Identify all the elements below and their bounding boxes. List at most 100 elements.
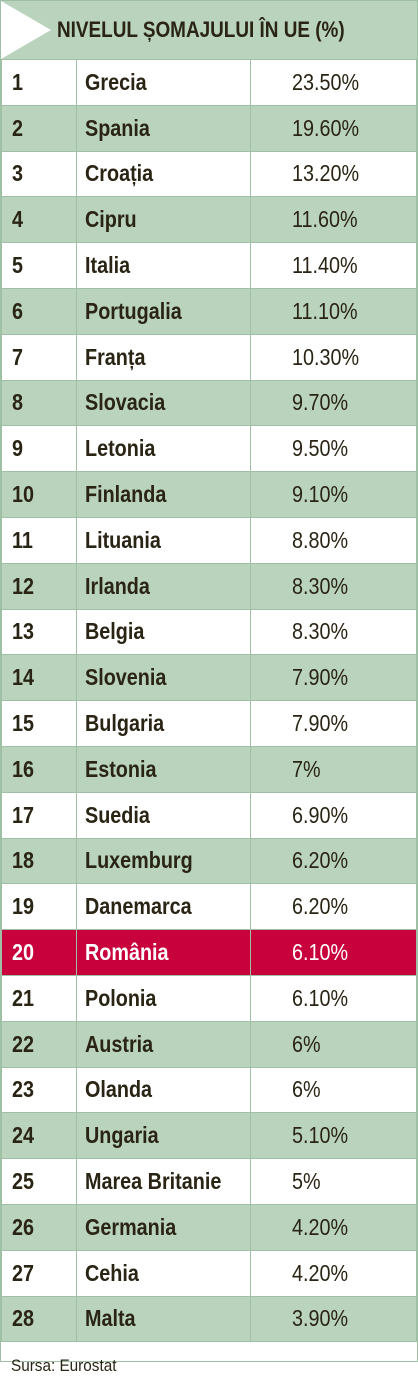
country-cell: Ungaria [76, 1112, 251, 1160]
cell-text: Cipru [85, 206, 137, 233]
cell-text: Franța [85, 343, 146, 370]
country-cell: Finlanda [76, 471, 251, 518]
cell-text: 9 [12, 435, 24, 462]
table-row: 7 Franța 10.30% [1, 333, 417, 381]
rank-cell: 16 [1, 745, 77, 793]
rank-cell: 13 [1, 608, 77, 656]
rank-cell: 22 [1, 1020, 77, 1068]
cell-text: 9.10% [292, 481, 349, 508]
country-cell: Croația [76, 150, 251, 198]
country-cell: Luxemburg [76, 837, 251, 885]
ranking-table: 1 Grecia 23.50% 2 Spania 19.60% 3 Croația 13.20%… [1, 59, 417, 1343]
value-cell: 23.50% [250, 59, 417, 106]
cell-text: Slovenia [85, 664, 167, 691]
country-cell: Germania [76, 1203, 251, 1251]
value-cell: 13.20% [250, 150, 417, 198]
cell-text: Cehia [85, 1259, 139, 1286]
country-cell: Slovenia [76, 654, 251, 702]
cell-text: Grecia [85, 68, 147, 95]
rank-cell: 5 [1, 242, 77, 289]
value-cell: 8.80% [250, 516, 417, 564]
country-cell: Letonia [76, 425, 251, 473]
value-cell: 4.20% [250, 1249, 417, 1297]
cell-text: 6.20% [292, 847, 349, 874]
country-cell: Lituania [76, 516, 251, 564]
rank-cell: 12 [1, 562, 77, 610]
cell-text: 10.30% [292, 343, 360, 370]
rank-cell: 28 [1, 1295, 77, 1343]
cell-text: 13.20% [292, 160, 360, 187]
rank-cell: 17 [1, 791, 77, 839]
cell-text: Malta [85, 1305, 136, 1332]
cell-text: 11.60% [292, 206, 358, 233]
cell-text: 10 [12, 481, 35, 508]
value-cell: 11.60% [250, 196, 417, 244]
country-cell: Austria [76, 1020, 251, 1068]
table-row: 27 Cehia 4.20% [1, 1249, 417, 1297]
cell-text: România [85, 939, 169, 966]
table-row: 1 Grecia 23.50% [1, 59, 417, 106]
value-cell: 9.10% [250, 471, 417, 518]
cell-text: Olanda [85, 1076, 153, 1103]
country-cell: Estonia [76, 745, 251, 793]
cell-text: 6.10% [292, 939, 349, 966]
country-cell: Spania [76, 104, 251, 152]
cell-text: Irlanda [85, 572, 150, 599]
country-cell: Danemarca [76, 883, 251, 931]
cell-text: Germania [85, 1213, 177, 1240]
table-row: 17 Suedia 6.90% [1, 791, 417, 839]
table-row: 26 Germania 4.20% [1, 1203, 417, 1251]
cell-text: 8.30% [292, 572, 349, 599]
rank-cell: 2 [1, 104, 77, 152]
value-cell: 9.50% [250, 425, 417, 473]
cell-text: 7% [292, 755, 321, 782]
header-notch [1, 1, 51, 59]
country-cell: Cipru [76, 196, 251, 244]
cell-text: Marea Britanie [85, 1168, 222, 1195]
country-cell: Portugalia [76, 287, 251, 335]
cell-text: 27 [12, 1259, 35, 1286]
source: Sursa: Eurostat [11, 1356, 117, 1376]
value-cell: 6.20% [250, 837, 417, 885]
rank-cell: 20 [1, 929, 77, 976]
country-cell: Italia [76, 242, 251, 289]
table-row: 15 Bulgaria 7.90% [1, 700, 417, 747]
table-row: 8 Slovacia 9.70% [1, 379, 417, 427]
table-row: 16 Estonia 7% [1, 745, 417, 793]
table-row: 12 Irlanda 8.30% [1, 562, 417, 610]
value-cell: 11.10% [250, 287, 417, 335]
country-cell: Belgia [76, 608, 251, 656]
value-cell: 7.90% [250, 654, 417, 702]
cell-text: 17 [12, 801, 35, 828]
cell-text: Finlanda [85, 481, 167, 508]
value-cell: 7% [250, 745, 417, 793]
country-cell: Olanda [76, 1066, 251, 1114]
cell-text: Bulgaria [85, 710, 165, 737]
cell-text: Slovacia [85, 389, 166, 416]
cell-text: Spania [85, 114, 150, 141]
table-row: 9 Letonia 9.50% [1, 425, 417, 473]
table-row: 20 România 6.10% [1, 929, 417, 976]
cell-text: 6.20% [292, 893, 349, 920]
table-row: 18 Luxemburg 6.20% [1, 837, 417, 885]
value-cell: 6% [250, 1066, 417, 1114]
table-row: 21 Polonia 6.10% [1, 974, 417, 1022]
cell-text: Ungaria [85, 1122, 159, 1149]
cell-text: 16 [12, 755, 35, 782]
value-cell: 5.10% [250, 1112, 417, 1160]
cell-text: 19.60% [292, 114, 360, 141]
rank-cell: 21 [1, 974, 77, 1022]
table-row: 4 Cipru 11.60% [1, 196, 417, 244]
value-cell: 4.20% [250, 1203, 417, 1251]
country-cell: Marea Britanie [76, 1158, 251, 1205]
cell-text: Belgia [85, 618, 145, 645]
cell-text: 5.10% [292, 1122, 349, 1149]
cell-text: 8.80% [292, 526, 349, 553]
cell-text: 4 [12, 206, 24, 233]
cell-text: Lituania [85, 526, 161, 553]
cell-text: 6.90% [292, 801, 349, 828]
cell-text: 4.20% [292, 1213, 349, 1240]
rank-cell: 25 [1, 1158, 77, 1205]
cell-text: 20 [12, 939, 35, 966]
cell-text: Estonia [85, 755, 157, 782]
